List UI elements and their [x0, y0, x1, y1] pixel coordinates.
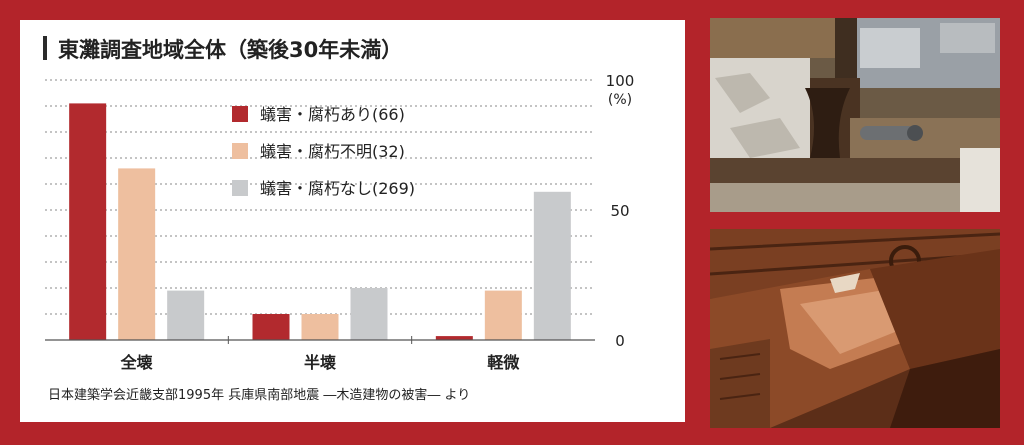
bar-1-2	[252, 314, 290, 340]
title-accent-bar	[43, 36, 47, 60]
bar-3-2	[350, 288, 388, 340]
legend-label: 蟻害・腐朽不明(32)	[260, 142, 405, 161]
y-unit-label: (%)	[608, 92, 632, 108]
bar-1-3	[435, 336, 473, 340]
bar-3-3	[533, 191, 571, 340]
legend: 蟻害・腐朽あり(66) 蟻害・腐朽不明(32) 蟻害・腐朽なし(269)	[232, 105, 415, 198]
legend-swatch	[232, 106, 248, 122]
termite-damage-photo-beam	[710, 229, 1000, 428]
bar-2-3	[484, 290, 522, 340]
legend-label: 蟻害・腐朽あり(66)	[260, 105, 405, 124]
bar-2-1	[118, 168, 156, 340]
tick-labels: 全壊 半壊 軽微 100 50 0 (%)	[120, 72, 635, 372]
chart-title: 東灘調査地域全体（築後30年未満）	[58, 38, 403, 62]
y-tick-label: 100	[606, 72, 635, 90]
termite-damage-photo-sill	[710, 18, 1000, 212]
legend-swatch	[232, 143, 248, 159]
x-tick-label: 全壊	[120, 353, 154, 372]
x-tick-label: 軽微	[487, 353, 520, 372]
legend-swatch	[232, 180, 248, 196]
axes	[45, 336, 595, 344]
x-tick-label: 半壊	[304, 353, 337, 372]
y-tick-label: 0	[615, 332, 625, 350]
bar-2-2	[301, 314, 339, 340]
bar-1-1	[69, 103, 107, 341]
y-tick-label: 50	[610, 202, 629, 220]
bars	[69, 103, 571, 341]
bar-3-1	[167, 290, 205, 340]
legend-label: 蟻害・腐朽なし(269)	[260, 179, 415, 198]
source-note: 日本建築学会近畿支部1995年 兵庫県南部地震 ―木造建物の被害― より	[48, 388, 471, 403]
